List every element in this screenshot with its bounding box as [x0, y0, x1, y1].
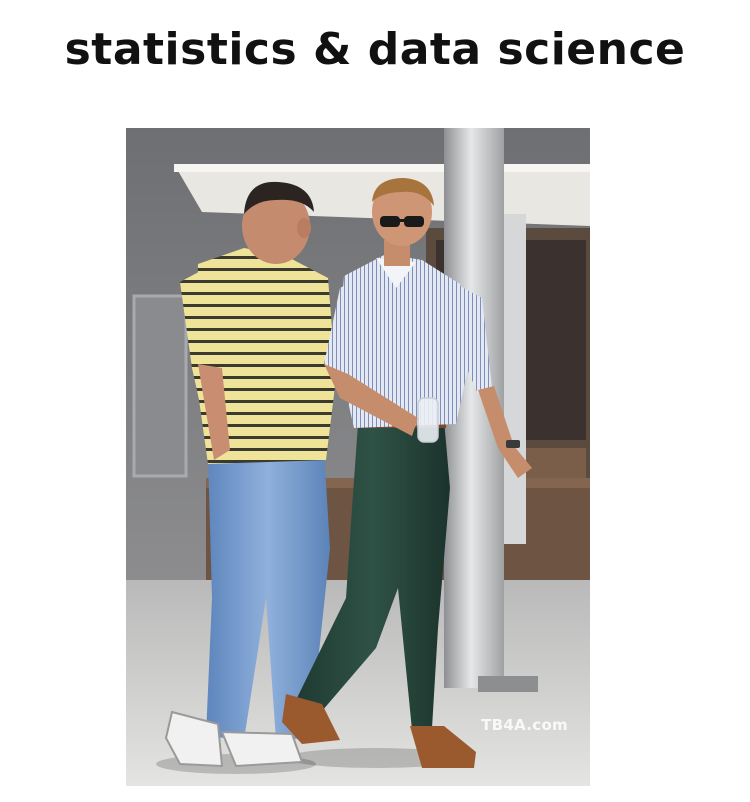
photo-illustration [126, 128, 590, 786]
meme-photo: TB4A.com [126, 128, 590, 786]
photo-watermark: TB4A.com [481, 716, 568, 734]
meme-caption: statistics & data science [64, 24, 686, 75]
